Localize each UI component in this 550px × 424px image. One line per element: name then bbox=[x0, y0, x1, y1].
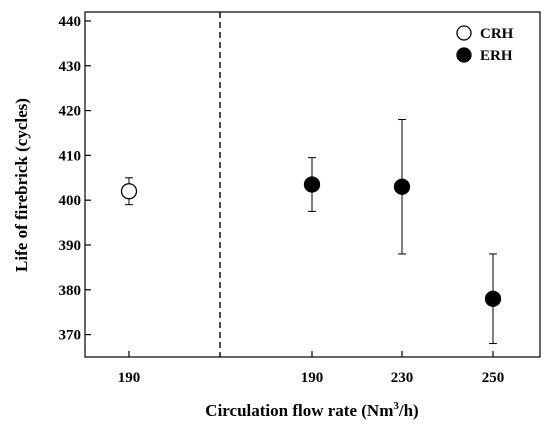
x-axis-title-superscript: 3 bbox=[393, 400, 399, 412]
y-tick-label: 370 bbox=[59, 328, 82, 344]
legend: CRH ERH bbox=[456, 25, 514, 64]
legend-label: ERH bbox=[480, 48, 513, 64]
legend-marker-filled bbox=[456, 47, 472, 63]
x-tick-label: 250 bbox=[482, 370, 505, 386]
y-axis-title: Life of firebrick (cycles) bbox=[12, 98, 31, 272]
y-tick-label: 410 bbox=[59, 148, 82, 164]
y-tick-label: 380 bbox=[59, 283, 82, 299]
y-tick-label: 390 bbox=[59, 238, 82, 254]
x-axis-title-main: Circulation flow rate (Nm bbox=[205, 401, 393, 420]
y-tick-label: 440 bbox=[59, 14, 82, 30]
y-axis: 370 380 390 400 410 420 430 440 bbox=[59, 14, 91, 344]
data-point-filled bbox=[484, 290, 502, 307]
y-tick-label: 430 bbox=[59, 59, 82, 75]
x-axis-title-tail: /h) bbox=[398, 401, 419, 420]
legend-marker-open bbox=[456, 25, 472, 41]
legend-label: CRH bbox=[480, 26, 514, 42]
x-axis: 190 190 230 250 bbox=[118, 351, 505, 386]
x-axis-title: Circulation flow rate (Nm3/h) bbox=[205, 400, 418, 420]
y-tick-label: 400 bbox=[59, 193, 82, 209]
x-tick-label: 230 bbox=[391, 370, 414, 386]
data-point-filled bbox=[393, 178, 411, 195]
data-point-open bbox=[120, 183, 138, 200]
x-tick-label: 190 bbox=[118, 370, 141, 386]
y-tick-label: 420 bbox=[59, 104, 82, 120]
x-tick-label: 190 bbox=[301, 370, 324, 386]
data-point-filled bbox=[303, 176, 321, 193]
data-marks bbox=[120, 119, 502, 345]
